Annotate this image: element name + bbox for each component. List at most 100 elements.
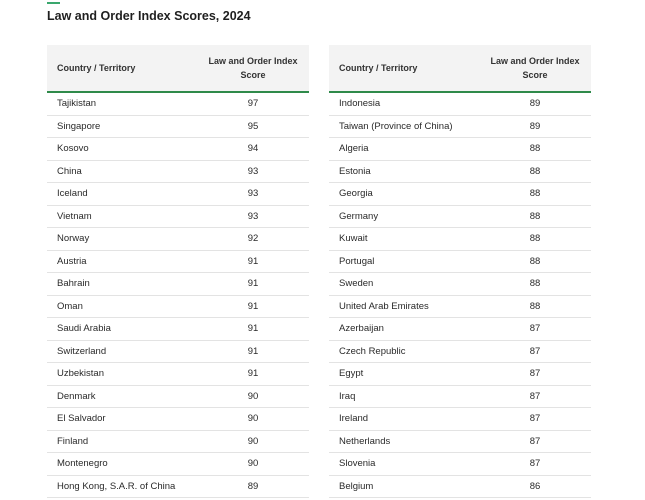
country-cell: Uzbekistan xyxy=(57,368,104,380)
table-row: Singapore 95 xyxy=(47,116,309,138)
country-cell: Estonia xyxy=(339,165,371,177)
table-row: Belgium 86 xyxy=(329,476,591,498)
table-row: Georgia 88 xyxy=(329,183,591,206)
score-cell: 87 xyxy=(529,458,541,470)
table-row: Czech Republic 87 xyxy=(329,341,591,363)
table-row: Iceland 93 xyxy=(47,183,309,206)
country-cell: Sweden xyxy=(339,278,374,290)
country-cell: Denmark xyxy=(57,390,96,402)
country-cell: Egypt xyxy=(339,368,364,380)
table-row: Estonia 88 xyxy=(329,161,591,183)
country-cell: Tajikistan xyxy=(57,98,97,110)
country-cell: Portugal xyxy=(339,255,375,267)
country-cell: Bahrain xyxy=(57,278,90,290)
score-cell: 97 xyxy=(247,98,259,110)
table-row: Taiwan (Province of China) 89 xyxy=(329,116,591,138)
score-cell: 93 xyxy=(247,188,259,200)
score-cell: 91 xyxy=(247,255,259,267)
country-cell: Georgia xyxy=(339,188,373,200)
country-cell: Vietnam xyxy=(57,210,92,222)
country-cell: Hong Kong, S.A.R. of China xyxy=(57,480,176,492)
country-cell: Saudi Arabia xyxy=(57,323,111,335)
table-row: Montenegro 90 xyxy=(47,453,309,476)
score-cell: 90 xyxy=(247,458,259,470)
score-cell: 87 xyxy=(529,345,541,357)
table-row: Tajikistan 97 xyxy=(47,93,309,116)
table-header: Country / Territory Law and Order Index … xyxy=(329,45,591,93)
score-cell: 87 xyxy=(529,323,541,335)
table-row: Oman 91 xyxy=(47,296,309,318)
country-cell: Iceland xyxy=(57,188,88,200)
scores-table-right: Country / Territory Law and Order Index … xyxy=(329,45,591,498)
score-column-header: Law and Order Index Score xyxy=(208,56,298,80)
table-row: Netherlands 87 xyxy=(329,431,591,453)
score-cell: 88 xyxy=(529,188,541,200)
country-cell: Kuwait xyxy=(339,233,368,245)
country-cell: United Arab Emirates xyxy=(339,300,429,312)
table-row: Denmark 90 xyxy=(47,386,309,408)
title-accent-line xyxy=(47,2,60,4)
table-row: Hong Kong, S.A.R. of China 89 xyxy=(47,476,309,498)
score-cell: 90 xyxy=(247,413,259,425)
country-cell: Norway xyxy=(57,233,90,245)
table-row: Uzbekistan 91 xyxy=(47,363,309,386)
score-cell: 93 xyxy=(247,210,259,222)
score-cell: 91 xyxy=(247,278,259,290)
table-row: Algeria 88 xyxy=(329,138,591,161)
score-cell: 88 xyxy=(529,165,541,177)
country-cell: Slovenia xyxy=(339,458,376,470)
score-cell: 90 xyxy=(247,390,259,402)
table-header: Country / Territory Law and Order Index … xyxy=(47,45,309,93)
score-cell: 88 xyxy=(529,210,541,222)
score-cell: 91 xyxy=(247,345,259,357)
score-cell: 93 xyxy=(247,165,259,177)
score-cell: 95 xyxy=(247,120,259,132)
score-cell: 88 xyxy=(529,143,541,155)
country-cell: Kosovo xyxy=(57,143,89,155)
country-cell: Austria xyxy=(57,255,87,267)
country-cell: Switzerland xyxy=(57,345,107,357)
table-row: Indonesia 89 xyxy=(329,93,591,116)
country-cell: Taiwan (Province of China) xyxy=(339,120,453,132)
score-cell: 88 xyxy=(529,300,541,312)
score-cell: 89 xyxy=(247,480,259,492)
country-column-header: Country / Territory xyxy=(339,63,418,73)
table-row: Vietnam 93 xyxy=(47,206,309,228)
score-cell: 89 xyxy=(529,120,541,132)
score-cell: 87 xyxy=(529,435,541,447)
country-cell: Iraq xyxy=(339,390,356,402)
score-cell: 87 xyxy=(529,390,541,402)
country-column-header: Country / Territory xyxy=(57,63,136,73)
scores-table-left: Country / Territory Law and Order Index … xyxy=(47,45,309,498)
country-cell: Germany xyxy=(339,210,379,222)
table-row: Iraq 87 xyxy=(329,386,591,408)
table-row: Azerbaijan 87 xyxy=(329,318,591,341)
country-cell: Algeria xyxy=(339,143,369,155)
score-cell: 92 xyxy=(247,233,259,245)
score-cell: 88 xyxy=(529,255,541,267)
table-row: Germany 88 xyxy=(329,206,591,228)
score-cell: 88 xyxy=(529,278,541,290)
table-row: Egypt 87 xyxy=(329,363,591,386)
country-cell: Montenegro xyxy=(57,458,108,470)
table-row: Finland 90 xyxy=(47,431,309,453)
table-body: Indonesia 89 Taiwan (Province of China) 89 A… xyxy=(329,93,591,498)
score-cell: 91 xyxy=(247,323,259,335)
country-cell: El Salvador xyxy=(57,413,106,425)
country-cell: Ireland xyxy=(339,413,369,425)
score-cell: 91 xyxy=(247,368,259,380)
page-title: Law and Order Index Scores, 2024 xyxy=(47,9,251,23)
score-cell: 87 xyxy=(529,413,541,425)
table-row: Saudi Arabia 91 xyxy=(47,318,309,341)
table-row: Switzerland 91 xyxy=(47,341,309,363)
country-cell: Azerbaijan xyxy=(339,323,384,335)
table-body: Tajikistan 97 Singapore 95 Kosovo 94 China 93 Ic… xyxy=(47,93,309,498)
country-cell: Singapore xyxy=(57,120,101,132)
table-row: Kuwait 88 xyxy=(329,228,591,251)
table-row: United Arab Emirates 88 xyxy=(329,296,591,318)
score-cell: 94 xyxy=(247,143,259,155)
score-cell: 91 xyxy=(247,300,259,312)
table-row: El Salvador 90 xyxy=(47,408,309,431)
country-cell: Finland xyxy=(57,435,89,447)
table-row: Austria 91 xyxy=(47,251,309,273)
